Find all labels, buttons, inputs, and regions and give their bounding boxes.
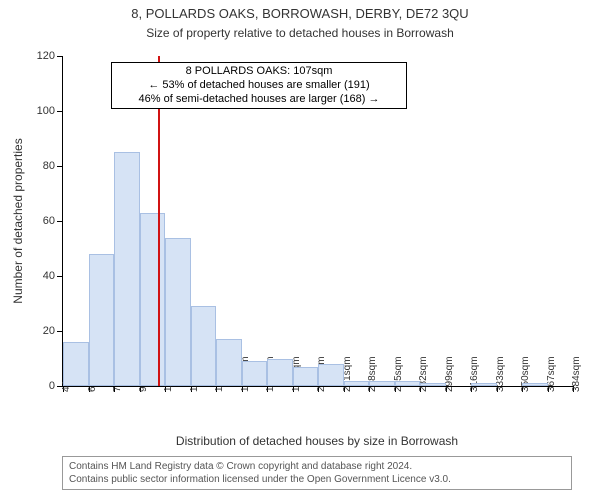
histogram-bar xyxy=(140,213,166,386)
chart-subtitle: Size of property relative to detached ho… xyxy=(0,26,600,42)
histogram-bar xyxy=(114,152,140,386)
chart-container: 8, POLLARDS OAKS, BORROWASH, DERBY, DE72… xyxy=(0,0,600,500)
x-tick-label: 265sqm xyxy=(393,356,404,392)
histogram-bar xyxy=(89,254,115,386)
x-tick-label: 333sqm xyxy=(495,356,506,392)
y-axis-label: Number of detached properties xyxy=(11,138,25,303)
histogram-bar xyxy=(293,367,319,386)
chart-title-line1: 8, POLLARDS OAKS, BORROWASH, DERBY, DE72… xyxy=(0,6,600,23)
plot-area: 8 POLLARDS OAKS: 107sqm ← 53% of detache… xyxy=(62,56,573,387)
x-tick-label: 350sqm xyxy=(520,356,531,392)
x-tick-label: 384sqm xyxy=(571,356,582,392)
y-tick-label: 60 xyxy=(43,215,63,227)
histogram-bar xyxy=(191,306,217,386)
y-tick-label: 120 xyxy=(37,50,63,62)
x-tick-label: 316sqm xyxy=(469,356,480,392)
annotation-line1: 8 POLLARDS OAKS: 107sqm xyxy=(118,65,400,79)
footer-line1: Contains HM Land Registry data © Crown c… xyxy=(69,460,565,473)
histogram-bar xyxy=(471,383,497,386)
annotation-box: 8 POLLARDS OAKS: 107sqm ← 53% of detache… xyxy=(111,62,407,109)
histogram-bar xyxy=(165,238,191,387)
histogram-bar xyxy=(369,381,395,387)
attribution-footer: Contains HM Land Registry data © Crown c… xyxy=(62,456,572,490)
annotation-line2: ← 53% of detached houses are smaller (19… xyxy=(118,79,400,93)
histogram-bar xyxy=(522,383,548,386)
footer-line2: Contains public sector information licen… xyxy=(69,473,565,486)
histogram-bar xyxy=(63,342,89,386)
histogram-bar xyxy=(242,361,268,386)
y-tick-label: 100 xyxy=(37,105,63,117)
histogram-bar xyxy=(344,381,370,387)
x-tick-label: 367sqm xyxy=(546,356,557,392)
y-tick-label: 20 xyxy=(43,325,63,337)
histogram-bar xyxy=(395,381,421,387)
histogram-bar xyxy=(216,339,242,386)
x-tick-label: 248sqm xyxy=(367,356,378,392)
histogram-bar xyxy=(318,364,344,386)
y-tick-label: 80 xyxy=(43,160,63,172)
x-tick-label: 282sqm xyxy=(418,356,429,392)
annotation-line3: 46% of semi-detached houses are larger (… xyxy=(118,93,400,107)
x-axis-label: Distribution of detached houses by size … xyxy=(176,434,458,448)
y-tick-label: 40 xyxy=(43,270,63,282)
histogram-bar xyxy=(267,359,293,387)
x-tick-label: 299sqm xyxy=(444,356,455,392)
histogram-bar xyxy=(420,383,446,386)
